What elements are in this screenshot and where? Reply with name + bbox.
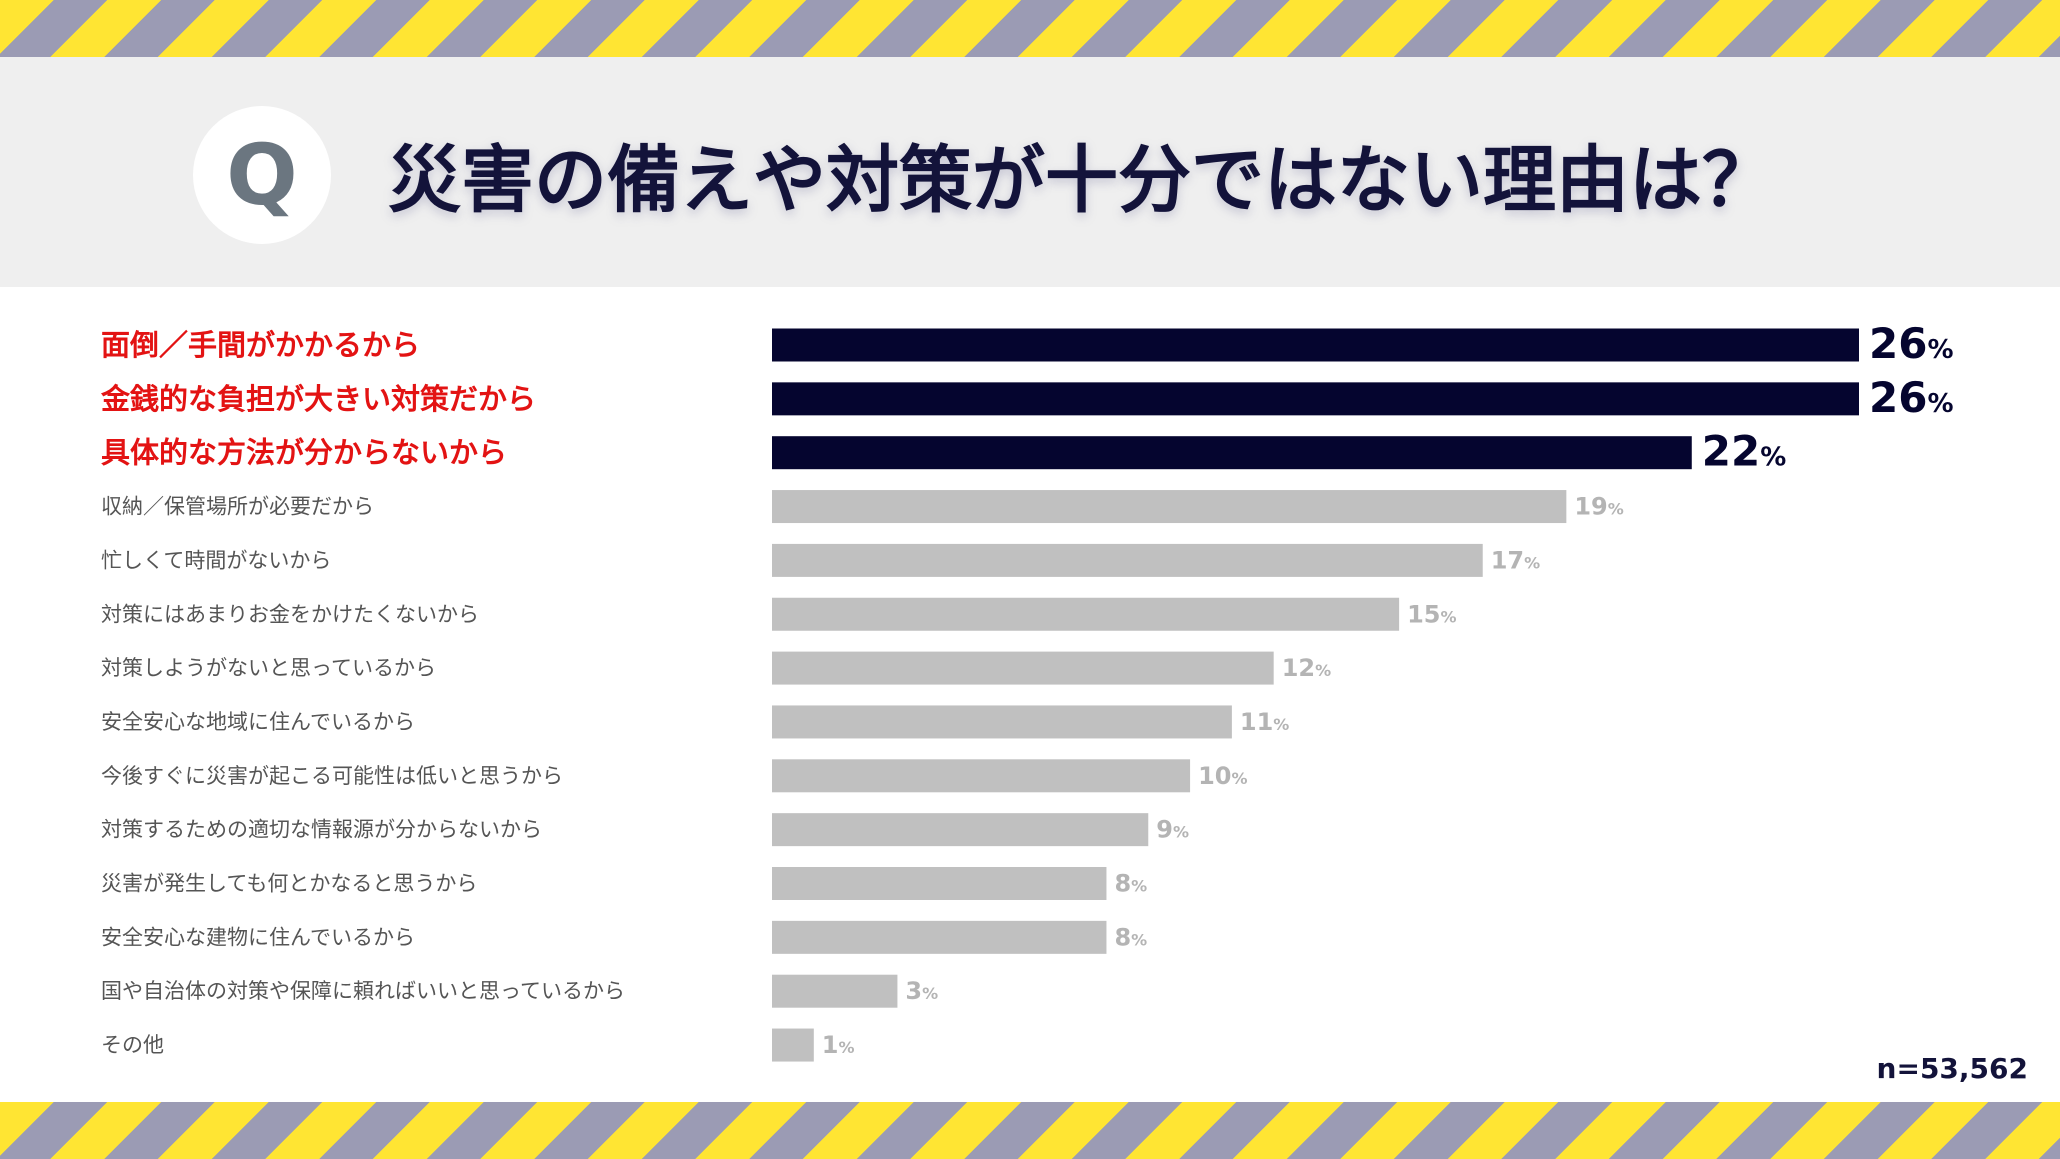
bar <box>772 759 1191 793</box>
bar <box>772 597 1400 631</box>
bar <box>772 867 1107 900</box>
value-label: 1% <box>822 1031 855 1059</box>
bar <box>772 705 1232 739</box>
category-label: 面倒／手間がかかるから <box>101 328 420 362</box>
page-title: 災害の備えや対策が十分ではない理由は？ <box>388 138 1775 223</box>
value-label: 9% <box>1156 816 1189 844</box>
value-label: 10% <box>1198 762 1247 790</box>
value-label: 17% <box>1491 546 1540 574</box>
bar <box>772 490 1567 524</box>
category-label: 忙しくて時間がないから <box>101 548 331 572</box>
category-label: 具体的な方法が分からないから <box>101 436 507 470</box>
category-label: 対策にはあまりお金をかけたくないから <box>101 602 479 626</box>
category-label: その他 <box>101 1033 164 1057</box>
category-label: 安全安心な建物に住んでいるから <box>101 925 415 949</box>
bar <box>772 543 1483 577</box>
category-label: 対策しようがないと思っているから <box>101 656 436 680</box>
category-label: 収納／保管場所が必要だから <box>101 495 374 519</box>
value-label: 19% <box>1574 493 1623 521</box>
value-label: 8% <box>1114 923 1147 951</box>
bar <box>772 328 1859 362</box>
header-band <box>0 57 2060 287</box>
bar <box>772 651 1274 685</box>
bar <box>772 813 1149 847</box>
category-label: 対策するための適切な情報源が分からないから <box>101 818 542 842</box>
value-label: 8% <box>1114 870 1147 898</box>
value-label: 22% <box>1702 427 1787 476</box>
bar <box>772 1028 814 1062</box>
value-label: 11% <box>1240 708 1289 736</box>
category-label: 災害が発生しても何とかなると思うから <box>101 872 477 896</box>
bar <box>772 436 1692 470</box>
top-hazard-stripe <box>0 0 2060 57</box>
category-label: 安全安心な地域に住んでいるから <box>101 710 415 734</box>
category-label: 金銭的な負担が大きい対策だから <box>100 382 536 416</box>
sample-size-label: n=53,562 <box>1876 1052 2028 1085</box>
value-label: 12% <box>1282 654 1331 682</box>
bar <box>772 974 898 1008</box>
bar <box>772 382 1859 416</box>
value-label: 26% <box>1869 373 1954 422</box>
value-label: 15% <box>1407 600 1456 628</box>
bottom-hazard-stripe <box>0 1102 2060 1159</box>
q-badge-icon: Q <box>193 106 331 244</box>
category-label: 国や自治体の対策や保障に頼ればいいと思っているから <box>101 979 625 1003</box>
q-badge-letter: Q <box>226 126 298 224</box>
bar <box>772 920 1107 954</box>
value-label: 3% <box>905 977 938 1005</box>
value-label: 26% <box>1869 319 1954 368</box>
category-label: 今後すぐに災害が起こる可能性は低いと思うから <box>101 764 563 788</box>
